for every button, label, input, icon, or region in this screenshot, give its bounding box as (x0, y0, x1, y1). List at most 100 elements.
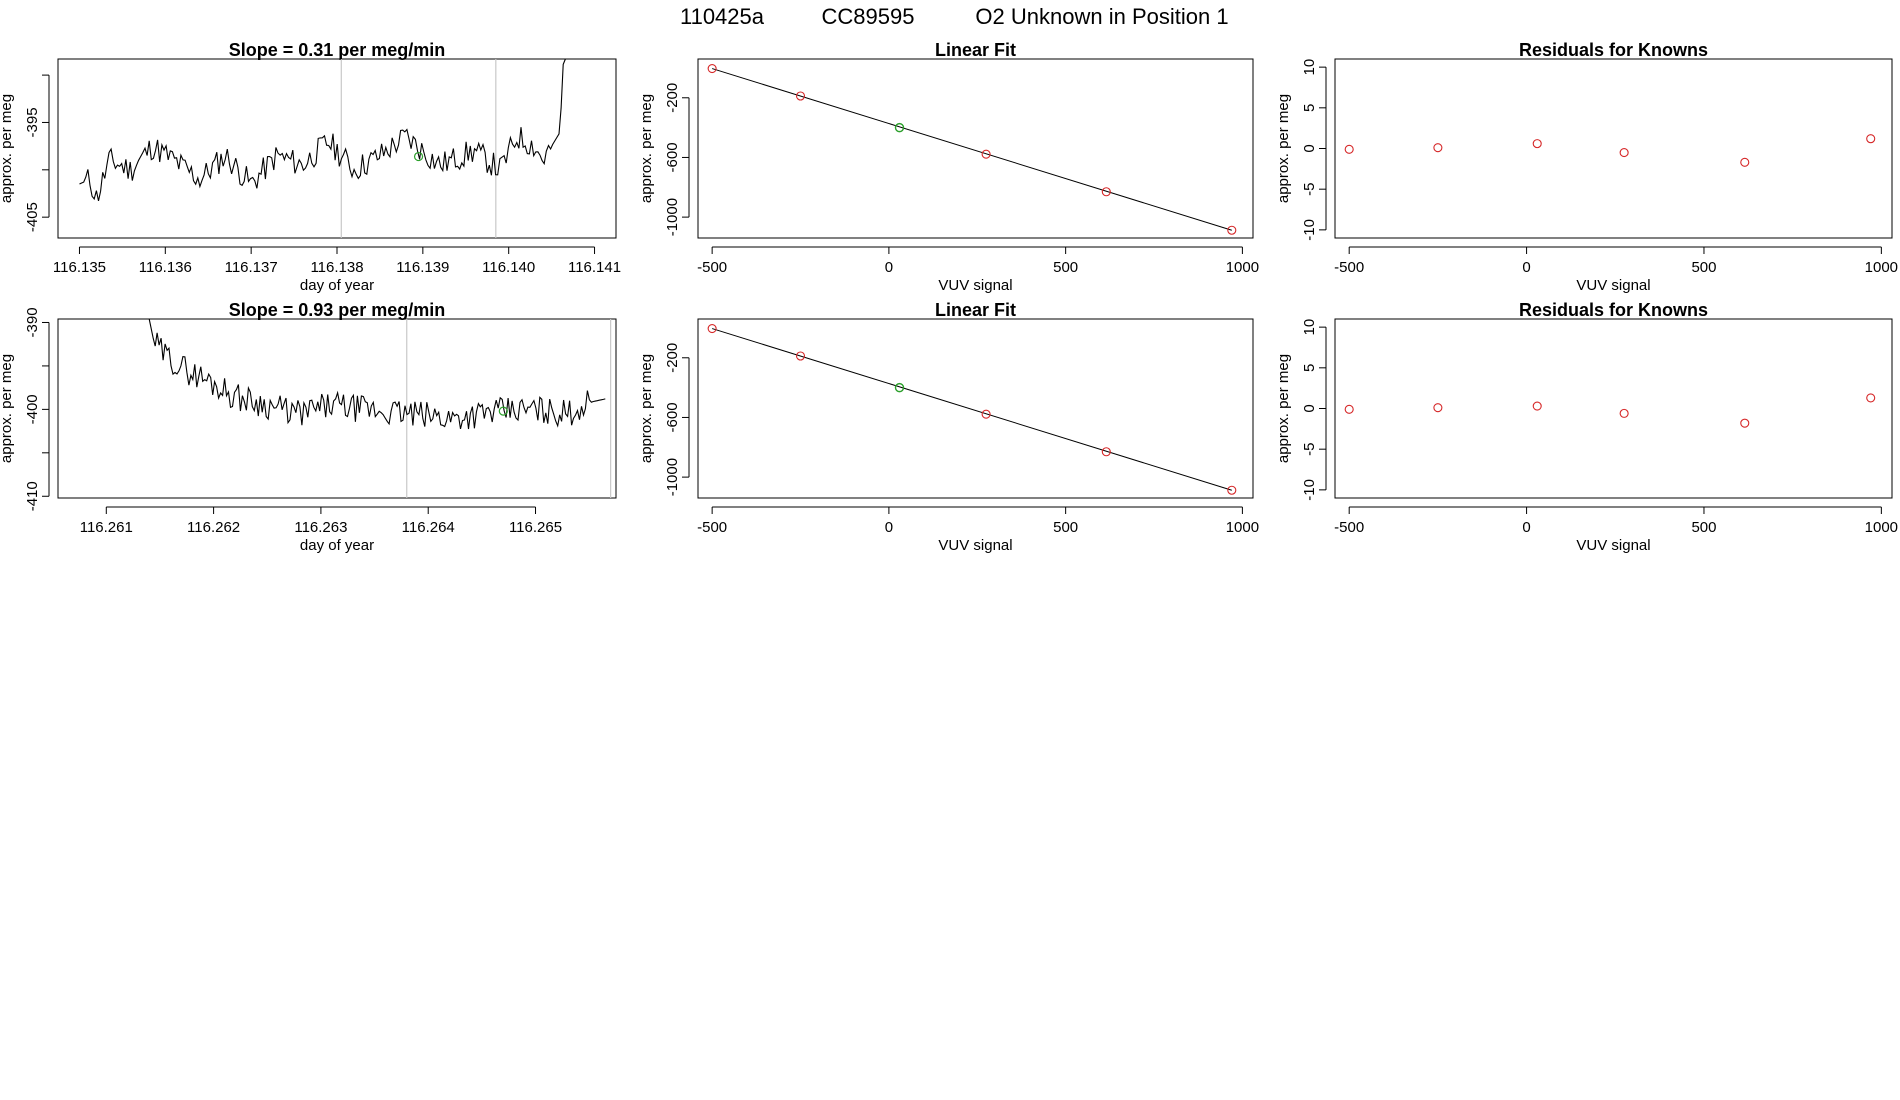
x-tick-label: 116.263 (294, 519, 347, 536)
panel-ts1: Slope = 0.31 per meg/min day of year appro… (0, 40, 621, 294)
plot-frame (1334, 318, 1893, 499)
y-tick-label: 10 (1301, 319, 1318, 336)
known-point (1532, 401, 1542, 411)
y-axis-label: approx. per meg (0, 354, 15, 463)
data-trace (79, 58, 566, 202)
y-tick-label: -200 (664, 83, 681, 113)
x-tick-label: -500 (1334, 259, 1364, 276)
chart-title: Slope = 0.93 per meg/min (229, 300, 446, 320)
y-tick-label: 0 (1301, 404, 1318, 412)
x-axis-label: VUV signal (1576, 537, 1650, 554)
unknown-point (894, 122, 905, 133)
known-point (1101, 187, 1111, 197)
x-tick-label: 0 (885, 259, 893, 276)
panel-fit2: Linear Fit VUV signal approx. per meg -500 0… (638, 300, 1259, 554)
x-tick-label: 1000 (1226, 519, 1259, 536)
y-tick-label: -600 (664, 402, 681, 432)
x-tick-label: 116.141 (568, 259, 621, 276)
x-tick-label: 116.262 (187, 519, 240, 536)
y-axis-label: approx. per meg (1275, 354, 1292, 463)
x-tick-label: 116.261 (80, 519, 133, 536)
y-tick-label: -400 (24, 394, 41, 424)
plot-frame (57, 318, 617, 499)
known-point (1740, 157, 1750, 167)
known-point (707, 63, 717, 74)
known-point (1619, 148, 1629, 158)
x-tick-label: 116.138 (310, 259, 363, 276)
x-axis-label: day of year (300, 537, 374, 554)
x-tick-label: 116.265 (509, 519, 562, 536)
y-axis-label: approx. per meg (638, 94, 655, 203)
known-point (707, 323, 717, 334)
x-tick-label: 116.136 (139, 259, 192, 276)
x-tick-label: -500 (1334, 519, 1364, 536)
known-point (981, 409, 991, 419)
x-tick-label: -500 (697, 519, 727, 536)
known-point (1532, 139, 1542, 149)
chart-title: Slope = 0.31 per meg/min (229, 40, 446, 60)
x-tick-label: 116.139 (396, 259, 449, 276)
title-run: 110425a (680, 4, 765, 29)
y-tick-label: -5 (1301, 183, 1318, 196)
x-tick-label: 1000 (1865, 259, 1898, 276)
x-tick-label: 116.264 (402, 519, 455, 536)
y-tick-label: -405 (24, 202, 41, 232)
plot-panels: Slope = 0.31 per meg/min day of year appro… (0, 40, 1898, 554)
x-axis-label: VUV signal (938, 277, 1012, 294)
x-tick-label: 500 (1053, 259, 1078, 276)
x-tick-label: 1000 (1865, 519, 1898, 536)
y-tick-label: 0 (1301, 144, 1318, 152)
known-point (1866, 393, 1876, 403)
y-tick-label: -390 (24, 307, 41, 337)
known-point (1740, 418, 1750, 428)
x-tick-label: 1000 (1226, 259, 1259, 276)
y-tick-label: -600 (664, 142, 681, 172)
known-point (1433, 403, 1443, 413)
known-point (795, 91, 806, 101)
x-tick-label: 500 (1691, 519, 1716, 536)
known-point (1101, 447, 1111, 457)
x-tick-label: 0 (885, 519, 893, 536)
title-cylinder: CC89595 (822, 4, 915, 29)
y-tick-label: 5 (1301, 364, 1318, 372)
title-description: O2 Unknown in Position 1 (975, 4, 1228, 29)
data-trace (148, 318, 606, 430)
unknown-point (498, 406, 508, 416)
known-point (981, 149, 991, 159)
chart-title: Residuals for Knowns (1519, 300, 1708, 320)
x-axis-label: VUV signal (938, 537, 1012, 554)
chart-title: Linear Fit (935, 40, 1016, 60)
y-tick-label: 10 (1301, 59, 1318, 76)
known-point (795, 351, 806, 361)
fit-line (711, 328, 1232, 491)
x-tick-label: 500 (1053, 519, 1078, 536)
known-point (1344, 144, 1354, 154)
plot-frame (697, 58, 1254, 239)
unknown-point (894, 382, 905, 393)
x-tick-label: 500 (1691, 259, 1716, 276)
panel-fit1: Linear Fit VUV signal approx. per meg -500 0… (638, 40, 1259, 294)
y-tick-label: -200 (664, 343, 681, 373)
x-tick-label: 116.140 (482, 259, 535, 276)
known-point (1227, 485, 1237, 495)
x-axis-label: day of year (300, 277, 374, 294)
y-tick-label: -10 (1301, 479, 1318, 501)
known-point (1619, 408, 1629, 418)
y-tick-label: -5 (1301, 443, 1318, 456)
y-tick-label: -395 (24, 107, 41, 137)
x-tick-label: 0 (1522, 519, 1530, 536)
panel-res1: Residuals for Knowns VUV signal approx. pe… (1275, 40, 1898, 294)
page-title: 110425a CC89595 O2 Unknown in Position 1 (680, 4, 1229, 29)
y-tick-label: -1000 (664, 198, 681, 236)
x-axis-label: VUV signal (1576, 277, 1650, 294)
y-tick-label: -410 (24, 481, 41, 511)
y-tick-label: -1000 (664, 458, 681, 496)
chart-title: Linear Fit (935, 300, 1016, 320)
x-tick-label: 116.137 (225, 259, 278, 276)
y-axis-label: approx. per meg (0, 94, 15, 203)
panel-ts2: Slope = 0.93 per meg/min day of year appro… (0, 300, 617, 554)
chart-title: Residuals for Knowns (1519, 40, 1708, 60)
known-point (1344, 404, 1354, 414)
